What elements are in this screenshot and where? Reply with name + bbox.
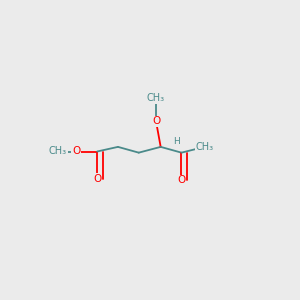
Text: CH₃: CH₃ — [147, 93, 165, 103]
Text: O: O — [93, 174, 101, 184]
Text: O: O — [152, 116, 160, 127]
Text: CH₃: CH₃ — [196, 142, 214, 152]
Text: CH₃: CH₃ — [49, 146, 67, 157]
Text: O: O — [72, 146, 80, 157]
Text: H: H — [173, 136, 180, 146]
Text: O: O — [177, 176, 186, 185]
